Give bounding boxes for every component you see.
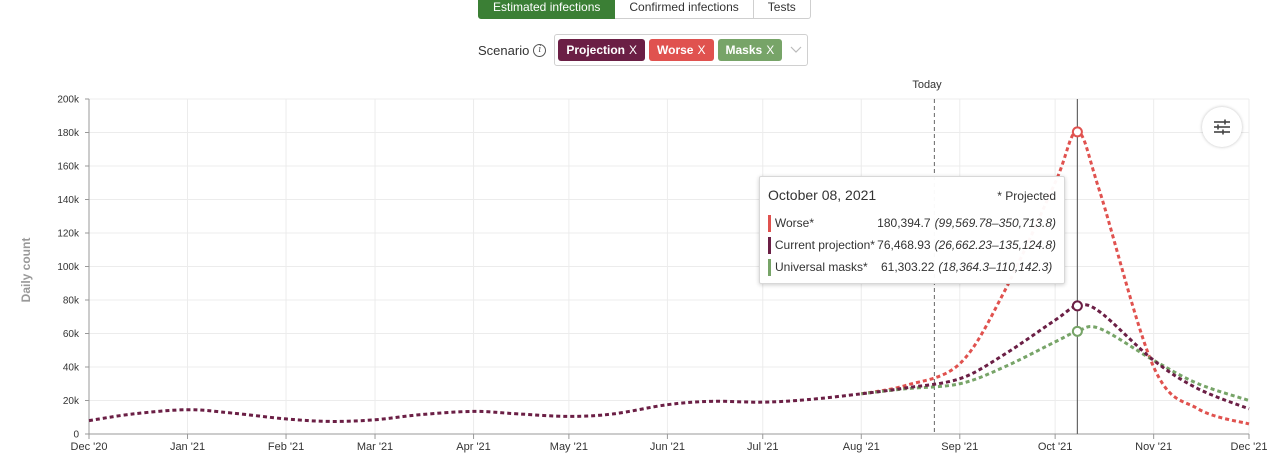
y-tick-label: 0 [73,430,79,441]
scenario-chip-projection[interactable]: Projection X [558,39,646,61]
scenario-multiselect[interactable]: Projection X Worse X Masks X [554,34,809,66]
tooltip-series-name: Worse* [774,216,815,230]
x-tick-label: Jan '21 [170,441,205,453]
today-label: Today [912,79,942,91]
series-line [88,303,1250,423]
hover-point [1071,126,1083,138]
x-tick-label: Dec '21 [1231,441,1268,453]
y-tick-label: 120k [57,229,80,240]
y-tick-label: 80k [63,296,80,307]
scenario-chips: Projection X Worse X Masks X [558,39,783,61]
chip-label: Projection [566,43,625,57]
tooltip-row: Universal masks* 61,303.22 (18,364.3–110,1… [768,256,1056,278]
y-tick-label: 60k [63,329,80,340]
x-tick-label: May '21 [550,441,588,453]
y-tick-label: 200k [57,95,80,106]
tooltip-series-interval: (18,364.3–110,142.3) [938,260,1053,274]
tooltip-series-value: 76,468.93 [877,238,931,252]
info-icon[interactable]: i [533,44,547,57]
tooltip-series-name: Universal masks* [775,260,868,274]
x-tick-label: Apr '21 [456,441,491,453]
tab-confirmed-infections[interactable]: Confirmed infections [615,0,754,19]
y-tick-label: 40k [63,363,80,374]
y-tick-label: 100k [57,262,80,273]
x-tick-label: Nov '21 [1135,441,1172,453]
hover-point [1071,325,1083,337]
series-swatch [768,258,771,276]
chip-label: Worse [657,43,694,57]
series-line [861,325,1250,402]
chart-tooltip: October 08, 2021 * Projected Worse* 180,3… [759,176,1065,284]
close-icon[interactable]: X [766,43,775,57]
chart-settings-button[interactable] [1202,107,1242,147]
x-tick-label: Sep '21 [941,441,978,453]
tooltip-series-interval: (26,662.23–135,124.8) [934,238,1056,252]
tooltip-note: * Projected [997,189,1056,203]
close-icon[interactable]: X [697,43,706,57]
tooltip-rows: Worse* 180,394.7 (99,569.78–350,713.8) Curr… [768,212,1056,278]
y-tick-label: 140k [57,195,80,206]
chevron-down-icon[interactable] [788,39,804,61]
x-tick-label: Dec '20 [71,441,108,453]
tooltip-series-value: 180,394.7 [877,216,931,230]
tooltip-date: October 08, 2021 [768,187,877,203]
x-tick-label: Mar '21 [357,441,393,453]
tooltip-series-value: 61,303.22 [881,260,935,274]
sliders-icon [1214,119,1230,135]
y-tick-label: 160k [57,162,80,173]
tooltip-series-name: Current projection* [774,238,875,252]
y-axis-label: Daily count [19,237,33,303]
tooltip-row: Current projection* 76,468.93 (26,662.23–1… [768,234,1056,256]
tab-tests[interactable]: Tests [753,0,811,19]
x-tick-label: Jun '21 [650,441,685,453]
tab-estimated-infections[interactable]: Estimated infections [478,0,616,19]
chip-label: Masks [725,43,763,57]
view-tabs: Estimated infections Confirmed infections… [478,0,811,19]
series-line [860,130,1250,426]
x-tick-label: Feb '21 [268,441,304,453]
scenario-label: Scenario [478,42,530,58]
scenario-chip-worse[interactable]: Worse X [649,39,714,61]
y-tick-label: 20k [63,396,80,407]
scenario-chip-masks[interactable]: Masks X [717,39,783,61]
hover-point [1071,300,1083,312]
close-icon[interactable]: X [629,43,638,57]
y-tick-label: 180k [57,128,80,139]
x-tick-label: Jul '21 [747,441,778,453]
scenario-selector: Scenario i Projection X Worse X Masks X [478,34,809,66]
tooltip-row: Worse* 180,394.7 (99,569.78–350,713.8) [768,212,1056,234]
series-swatch [768,214,771,232]
x-tick-label: Oct '21 [1038,441,1073,453]
x-tick-label: Aug '21 [843,441,880,453]
series-swatch [768,236,771,254]
tooltip-series-interval: (99,569.78–350,713.8) [934,216,1056,230]
